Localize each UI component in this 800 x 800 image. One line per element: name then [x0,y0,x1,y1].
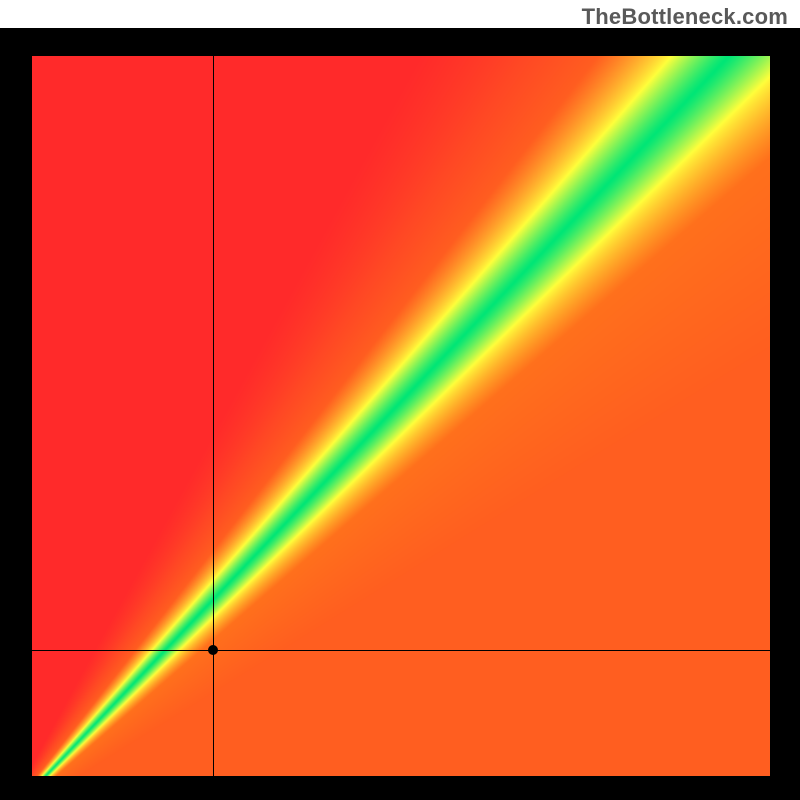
crosshair-vertical [213,56,214,776]
bottleneck-heatmap [32,56,770,776]
crosshair-horizontal [32,650,770,651]
crosshair-marker [208,645,218,655]
chart-outer-frame [0,28,800,800]
watermark-label: TheBottleneck.com [582,4,788,30]
